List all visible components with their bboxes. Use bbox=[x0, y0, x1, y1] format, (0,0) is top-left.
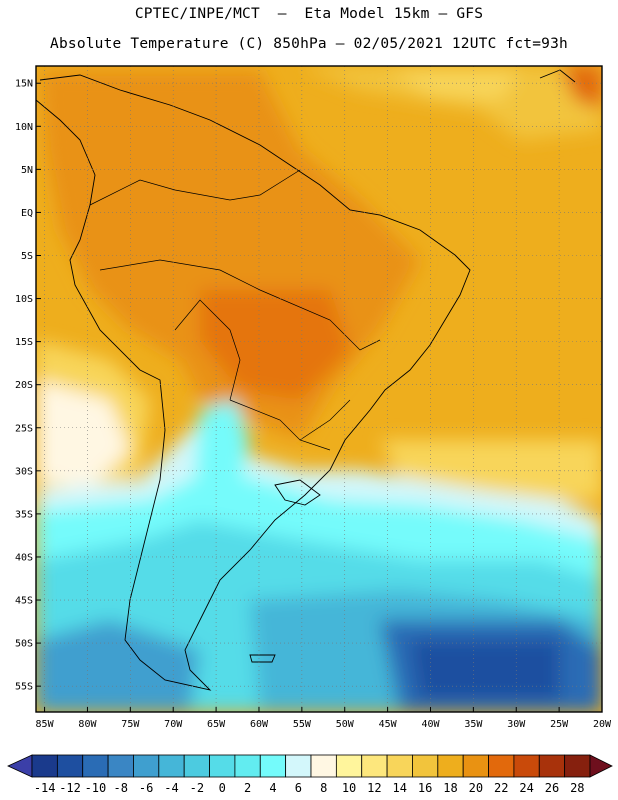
colorbar-swatch bbox=[259, 754, 287, 778]
colorbar-swatch bbox=[361, 754, 388, 778]
lat-label: 15N bbox=[15, 79, 33, 90]
title-line-2: Absolute Temperature (C) 850hPa – 02/05/… bbox=[50, 36, 568, 52]
lat-label: 5S bbox=[21, 251, 33, 262]
colorbar-label: 26 bbox=[545, 781, 559, 795]
lon-label: 45W bbox=[379, 719, 398, 730]
colorbar-swatch bbox=[564, 754, 591, 778]
latitude-labels: 15N 10N 5N EQ 5S 10S 15S 20S 25S 30S 35S 40S 45S 50S 5… bbox=[15, 79, 41, 693]
colorbar-min-arrow bbox=[7, 754, 33, 778]
lat-label: 5N bbox=[21, 165, 33, 176]
lat-label: 30S bbox=[15, 466, 33, 477]
colorbar-label: 20 bbox=[469, 781, 483, 795]
colorbar-swatch bbox=[462, 754, 489, 778]
lat-label: 45S bbox=[15, 596, 33, 607]
colorbar-label: 8 bbox=[320, 781, 327, 795]
colorbar-swatch bbox=[56, 754, 84, 778]
lon-label: 35W bbox=[464, 719, 483, 730]
colorbar-label: 28 bbox=[570, 781, 584, 795]
colorbar-label: 14 bbox=[393, 781, 407, 795]
colorbar-max-arrow bbox=[589, 754, 613, 778]
colorbar-swatch bbox=[335, 754, 363, 778]
lon-label: 40W bbox=[421, 719, 440, 730]
lon-label: 55W bbox=[293, 719, 312, 730]
colorbar-swatch bbox=[412, 754, 439, 778]
colorbar-label: 10 bbox=[342, 781, 356, 795]
lon-label: 25W bbox=[550, 719, 569, 730]
colorbar-label: 16 bbox=[418, 781, 432, 795]
temperature-field bbox=[36, 66, 602, 712]
lat-label: 10S bbox=[15, 294, 33, 305]
lon-label: 80W bbox=[78, 719, 97, 730]
colorbar-swatch bbox=[285, 754, 312, 778]
colorbar-label: -6 bbox=[139, 781, 153, 795]
colorbar-swatch bbox=[386, 754, 413, 778]
colorbar-labels: -14 -12 -10 -8 -6 -4 -2 0 2 4 6 8 10 12 14 16 18 20 22 24 26… bbox=[34, 781, 585, 795]
colorbar-label: -12 bbox=[59, 781, 81, 795]
lon-label: 65W bbox=[207, 719, 226, 730]
coastline bbox=[36, 69, 576, 691]
longitude-labels: 85W 80W 75W 70W 65W 60W 55W 50W 45W 40W 35W 30W 25W 2… bbox=[36, 707, 612, 730]
lon-label: 50W bbox=[336, 719, 355, 730]
colorbar-label: -8 bbox=[114, 781, 128, 795]
colorbar-label: -2 bbox=[190, 781, 204, 795]
colorbar-swatch bbox=[31, 754, 58, 778]
colorbar-swatch bbox=[133, 754, 160, 778]
colorbar-swatch bbox=[234, 754, 261, 778]
colorbar-label: 4 bbox=[269, 781, 276, 795]
colorbar-label: 18 bbox=[443, 781, 457, 795]
colorbar-label: -4 bbox=[164, 781, 178, 795]
lon-label: 30W bbox=[507, 719, 526, 730]
colorbar-label: 22 bbox=[494, 781, 508, 795]
colorbar-label: 6 bbox=[295, 781, 302, 795]
colorbar-swatch bbox=[513, 754, 540, 778]
lat-label: 55S bbox=[15, 682, 33, 693]
lon-label: 70W bbox=[164, 719, 183, 730]
title-line-1: CPTEC/INPE/MCT – Eta Model 15km – GFS bbox=[134, 6, 484, 22]
colorbar bbox=[7, 754, 613, 778]
lat-label: 20S bbox=[15, 380, 33, 391]
colorbar-swatch bbox=[437, 754, 464, 778]
lat-label: 40S bbox=[15, 552, 33, 563]
lat-label: 15S bbox=[15, 337, 33, 348]
colorbar-label: 0 bbox=[219, 781, 226, 795]
colorbar-label: -10 bbox=[85, 781, 107, 795]
colorbar-swatch bbox=[183, 754, 210, 778]
lat-label: 50S bbox=[15, 639, 33, 650]
colorbar-swatch bbox=[82, 754, 109, 778]
colorbar-label: -14 bbox=[34, 781, 56, 795]
lon-label: 20W bbox=[593, 719, 612, 730]
colorbar-swatch bbox=[107, 754, 134, 778]
lat-label: 10N bbox=[15, 122, 33, 133]
colorbar-label: 24 bbox=[519, 781, 533, 795]
lat-label: 25S bbox=[15, 423, 33, 434]
map-frame bbox=[35, 65, 603, 713]
colorbar-swatch bbox=[310, 754, 337, 778]
colorbar-swatch bbox=[209, 754, 236, 778]
colorbar-swatch bbox=[158, 754, 185, 778]
lon-label: 75W bbox=[121, 719, 140, 730]
lat-label: EQ bbox=[21, 208, 33, 219]
lat-label: 35S bbox=[15, 509, 33, 520]
colorbar-label: 12 bbox=[367, 781, 381, 795]
lon-label: 85W bbox=[36, 719, 55, 730]
colorbar-swatch bbox=[488, 754, 515, 778]
lon-label: 60W bbox=[250, 719, 269, 730]
colorbar-swatch bbox=[538, 754, 566, 778]
colorbar-label: 2 bbox=[244, 781, 251, 795]
